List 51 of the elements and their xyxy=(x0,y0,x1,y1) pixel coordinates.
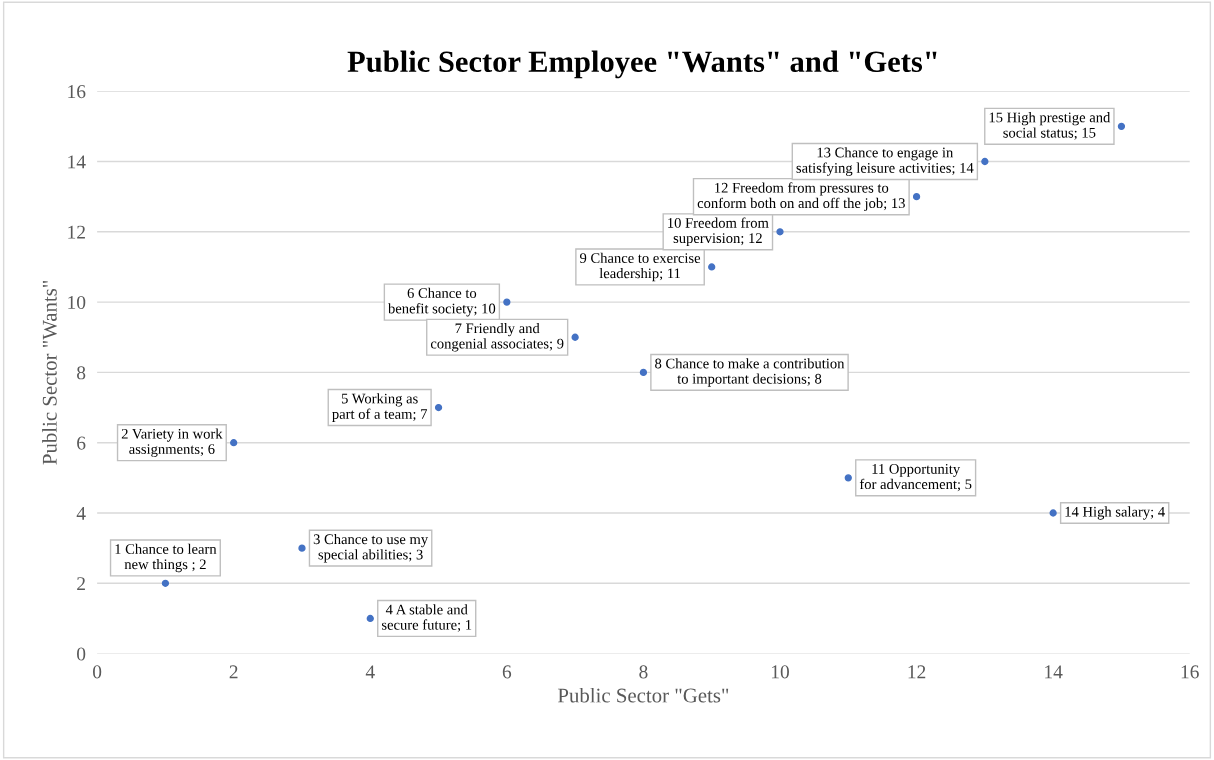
data-label: 10 Freedom from supervision; 12 xyxy=(668,217,769,247)
point xyxy=(366,614,374,623)
data-label: 1 Chance to learn new things ; 2 xyxy=(115,543,217,573)
x-tick-label: 0 xyxy=(93,665,102,679)
point xyxy=(912,193,921,201)
y-tick-label: 6 xyxy=(77,436,86,450)
data-label: 8 Chance to make a contribution to important decisions; 8 xyxy=(655,358,845,387)
data-label: 6 Chance to benefit society; 10 xyxy=(388,287,496,317)
point xyxy=(776,228,784,236)
point xyxy=(844,474,852,482)
x-tick-label: 16 xyxy=(1181,665,1199,679)
point xyxy=(230,439,238,447)
data-label: 12 Freedom from pressures to conform both on and off the job; 13 xyxy=(697,182,905,212)
data-label: 7 Friendly and congenial associates; 9 xyxy=(430,322,564,352)
y-axis-title: Public Sector "Wants" xyxy=(42,280,57,465)
data-label: 4 A stable and secure future; 1 xyxy=(381,604,472,632)
point xyxy=(708,263,716,271)
y-tick-label: 12 xyxy=(68,225,85,239)
point xyxy=(1117,122,1126,130)
x-tick-label: 2 xyxy=(229,665,238,679)
point xyxy=(161,579,170,587)
point xyxy=(571,333,579,341)
data-label: 5 Working as part of a team; 7 xyxy=(332,393,428,422)
y-tick-label: 16 xyxy=(68,85,86,99)
y-tick-label: 0 xyxy=(77,647,86,661)
y-tick-label: 8 xyxy=(77,366,86,380)
data-label: 3 Chance to use my special abilities; 3 xyxy=(313,533,429,563)
data-label: 2 Variety in work assignments; 6 xyxy=(121,428,223,457)
x-tick-label: 14 xyxy=(1045,665,1063,679)
x-tick-label: 10 xyxy=(771,665,789,679)
x-tick-label: 6 xyxy=(502,665,512,679)
data-label: 11 Opportunity for advancement; 5 xyxy=(859,464,972,492)
data-label: 15 High prestige and social status; 15 xyxy=(989,112,1111,140)
x-tick-label: 8 xyxy=(639,665,648,679)
x-tick-label: 4 xyxy=(365,665,375,679)
point xyxy=(298,544,306,552)
chart-title: Public Sector Employee "Wants" and "Gets" xyxy=(347,50,937,79)
point xyxy=(503,298,511,306)
y-tick-label: 10 xyxy=(68,295,86,310)
data-label: 14 High salary; 4 xyxy=(1065,506,1165,520)
data-label: 13 Chance to engage in satisfying leisure activities; 14 xyxy=(796,147,974,176)
data-label: 9 Chance to exercise leadership; 11 xyxy=(579,252,701,282)
point xyxy=(1049,509,1057,517)
x-tick-label: 12 xyxy=(908,665,926,679)
point xyxy=(639,368,648,377)
y-tick-label: 14 xyxy=(68,155,86,169)
point xyxy=(981,157,989,166)
x-axis-title: Public Sector "Gets" xyxy=(557,687,729,703)
point xyxy=(434,403,443,412)
y-tick-label: 2 xyxy=(77,577,85,591)
y-tick-label: 4 xyxy=(76,506,86,520)
